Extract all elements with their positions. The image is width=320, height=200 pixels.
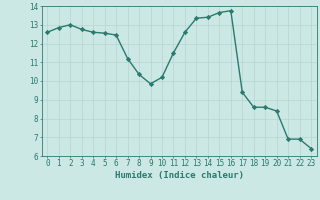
X-axis label: Humidex (Indice chaleur): Humidex (Indice chaleur) bbox=[115, 171, 244, 180]
